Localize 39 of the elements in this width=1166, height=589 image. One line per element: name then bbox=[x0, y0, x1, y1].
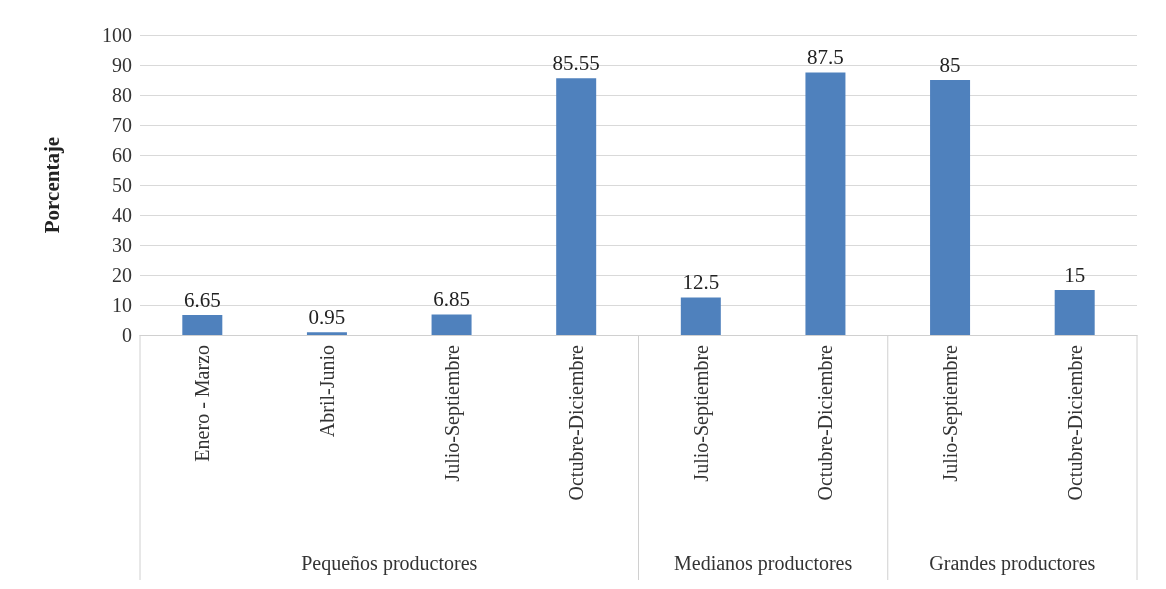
bar bbox=[431, 314, 472, 335]
x-tick-label: Julio-Septiembre bbox=[689, 344, 713, 482]
y-tick-label: 10 bbox=[112, 294, 132, 316]
y-tick-label: 60 bbox=[112, 144, 132, 166]
data-label: 6.65 bbox=[183, 287, 221, 312]
x-tick-label: Enero - Marzo bbox=[191, 345, 214, 462]
text: Medianos productores bbox=[673, 552, 853, 575]
y-tick-label: 80 bbox=[112, 84, 132, 106]
y-tick-label: 30 bbox=[112, 234, 132, 256]
y-tick-label: 0 bbox=[122, 324, 132, 346]
data-label: 6.85 bbox=[433, 286, 470, 311]
data-label: 85 bbox=[939, 52, 961, 77]
x-tick-label: Julio-Septiembre bbox=[939, 344, 963, 482]
bar bbox=[306, 332, 347, 335]
bar bbox=[1054, 290, 1095, 335]
x-tick-label: Octubre-Diciembre bbox=[565, 344, 588, 501]
bar bbox=[805, 72, 846, 335]
x-tick-label: Octubre-Diciembre bbox=[814, 344, 837, 501]
data-label: 85.55 bbox=[552, 50, 600, 75]
y-tick-label: 70 bbox=[112, 114, 132, 136]
bar bbox=[182, 315, 223, 335]
y-tick-label: 50 bbox=[112, 174, 132, 196]
y-tick-label: 20 bbox=[112, 264, 132, 286]
x-tick-label: Octubre-Diciembre bbox=[1063, 344, 1086, 501]
y-tick-label: 40 bbox=[112, 204, 132, 226]
bar bbox=[680, 297, 721, 335]
x-tick-label: Julio-Septiembre bbox=[440, 344, 464, 482]
text: Grandes productores bbox=[929, 552, 1096, 575]
y-tick-label: 100 bbox=[102, 24, 132, 46]
text: Pequeños productores bbox=[301, 552, 478, 575]
data-label: 12.5 bbox=[682, 270, 720, 294]
bar bbox=[556, 78, 597, 335]
data-label: 15 bbox=[1064, 262, 1086, 287]
bar bbox=[930, 80, 971, 335]
y-tick-label: 90 bbox=[112, 54, 132, 76]
y-axis-title: Porcentaje bbox=[39, 136, 64, 234]
x-tick-label: Abril-Junio bbox=[315, 345, 338, 438]
data-label: 87.5 bbox=[807, 45, 844, 69]
data-label: 0.95 bbox=[308, 304, 346, 329]
